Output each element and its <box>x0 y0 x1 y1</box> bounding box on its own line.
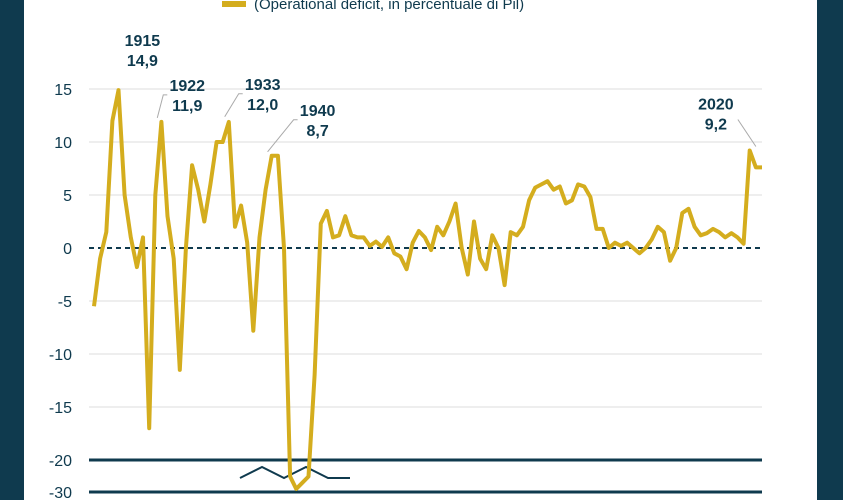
annotation-value: 9,2 <box>705 116 727 133</box>
y-tick-labels: 15 10 5 0 -5 -10 -15 -20 -30 <box>49 82 72 500</box>
chart-panel <box>24 0 817 500</box>
series-line <box>92 88 762 491</box>
y-tick-label: 0 <box>63 241 72 258</box>
y-tick-label: 10 <box>54 135 72 152</box>
y-tick-label: 5 <box>63 188 72 205</box>
y-tick-label: -5 <box>58 294 72 311</box>
annotation-year: 1922 <box>169 78 205 95</box>
annotation-value: 8,7 <box>306 123 328 140</box>
annotation-leader <box>224 93 243 118</box>
annotation-year: 1933 <box>245 77 281 94</box>
axis-break-zigzag <box>239 465 350 480</box>
y-tick-label: -20 <box>49 453 72 470</box>
annotation-leader <box>737 119 757 147</box>
y-tick-label: -10 <box>49 347 72 364</box>
annotation-year: 1940 <box>300 103 336 120</box>
annotation-year: 1915 <box>125 33 161 50</box>
grid-lines <box>89 88 762 494</box>
series-line-group <box>92 88 762 491</box>
annotation-leader <box>156 94 168 118</box>
annotations: 1915 14,9 1922 11,9 1933 12,0 1940 8,7 2020 9,2 <box>125 33 757 153</box>
legend: (Operational deficit, in percentuale di … <box>222 0 524 13</box>
y-tick-label: -30 <box>49 485 72 500</box>
y-tick-label: 15 <box>54 82 72 99</box>
annotation-value: 14,9 <box>127 53 158 70</box>
annotation-value: 12,0 <box>247 97 278 114</box>
legend-label: (Operational deficit, in percentuale di … <box>254 0 524 13</box>
annotation-year: 2020 <box>698 96 734 113</box>
annotation-leader <box>267 119 298 153</box>
y-tick-label: -15 <box>49 400 72 417</box>
annotation-value: 11,9 <box>172 98 202 115</box>
